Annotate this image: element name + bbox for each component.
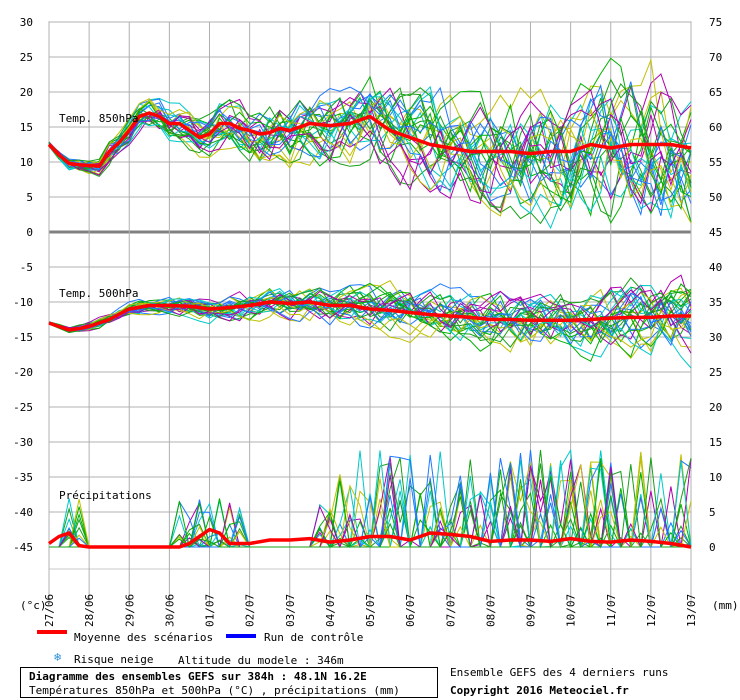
x-tick-label: 11/07 — [605, 594, 618, 627]
t850-panel-label: Temp. 850hPa — [59, 112, 138, 125]
x-tick-label: 02/07 — [244, 594, 257, 627]
right-tick-label: 70 — [709, 51, 722, 64]
x-tick-label: 09/07 — [525, 594, 538, 627]
left-tick-label: -5 — [20, 261, 33, 274]
left-tick-label: 0 — [26, 226, 33, 239]
x-tick-label: 08/07 — [484, 594, 497, 627]
x-tick-label: 10/07 — [565, 594, 578, 627]
copyright: Copyright 2016 Meteociel.fr — [450, 684, 629, 697]
x-tick-label: 13/07 — [685, 594, 698, 627]
ensemble-member-t850 — [48, 81, 692, 206]
right-tick-label: 15 — [709, 436, 722, 449]
x-tick-label: 12/07 — [645, 594, 658, 627]
x-tick-label: 01/07 — [204, 594, 217, 627]
left-tick-label: -20 — [13, 366, 33, 379]
right-tick-label: 20 — [709, 401, 722, 414]
left-tick-label: -35 — [13, 471, 33, 484]
left-tick-label: 30 — [20, 16, 33, 29]
right-tick-label: 65 — [709, 86, 722, 99]
right-tick-label: 55 — [709, 156, 722, 169]
x-tick-label: 27/06 — [43, 594, 56, 627]
ensemble-member-t500 — [48, 291, 692, 348]
left-tick-label: 20 — [20, 86, 33, 99]
right-tick-label: 45 — [709, 226, 722, 239]
left-tick-label: -40 — [13, 506, 33, 519]
x-tick-label: 03/07 — [284, 594, 297, 627]
x-tick-label: 30/06 — [163, 594, 176, 627]
ensemble-member-t500 — [48, 280, 692, 353]
footer-subtitle: Températures 850hPa et 500hPa (°C) , pré… — [29, 684, 400, 697]
legend-snow-label: Risque neige — [74, 653, 154, 666]
right-unit-label: (mm) — [712, 599, 739, 612]
legend-control-swatch — [226, 634, 256, 638]
x-tick-label: 04/07 — [324, 594, 337, 627]
right-tick-label: 0 — [709, 541, 716, 554]
left-unit-label: (°c) — [20, 599, 47, 612]
altitude-label: Altitude du modele : 346m — [178, 654, 344, 667]
mean-line-t850 — [47, 111, 692, 168]
left-tick-label: 15 — [20, 121, 33, 134]
right-tick-label: 5 — [709, 506, 716, 519]
right-tick-label: 40 — [709, 261, 722, 274]
legend-control-label: Run de contrôle — [264, 631, 364, 644]
t500-panel-label: Temp. 500hPa — [59, 287, 138, 300]
x-tick-label: 29/06 — [123, 594, 136, 627]
precip-panel-label: Précipitations — [59, 489, 152, 502]
snowflake-icon: ❄ — [54, 650, 62, 664]
x-tick-label: 06/07 — [404, 594, 417, 627]
left-tick-label: -30 — [13, 436, 33, 449]
mean-line-t500 — [48, 300, 691, 332]
left-tick-label: 10 — [20, 156, 33, 169]
chart-axes: 302520151050-5-10-15-20-25-30-35-40-4575… — [13, 16, 738, 627]
mean-series — [47, 111, 692, 549]
footer-title: Diagramme des ensembles GEFS sur 384h : … — [29, 670, 367, 683]
right-tick-label: 10 — [709, 471, 722, 484]
right-tick-label: 75 — [709, 16, 722, 29]
ensemble-note: Ensemble GEFS des 4 derniers runs — [450, 666, 669, 679]
left-tick-label: -45 — [13, 541, 33, 554]
ensemble-member-t850 — [48, 78, 692, 208]
right-tick-label: 60 — [709, 121, 722, 134]
left-tick-label: -10 — [13, 296, 33, 309]
left-tick-label: 5 — [26, 191, 33, 204]
x-tick-label: 05/07 — [364, 594, 377, 627]
legend-mean-swatch — [37, 630, 67, 634]
footer-box: Diagramme des ensembles GEFS sur 384h : … — [20, 667, 438, 698]
x-tick-label: 28/06 — [83, 594, 96, 627]
left-tick-label: -25 — [13, 401, 33, 414]
right-tick-label: 35 — [709, 296, 722, 309]
right-tick-label: 50 — [709, 191, 722, 204]
x-tick-label: 07/07 — [444, 594, 457, 627]
ensemble-member-t850 — [48, 92, 692, 215]
legend-mean-label: Moyenne des scénarios — [74, 631, 214, 644]
ensemble-member-t500 — [48, 287, 692, 348]
mean-line-precip — [47, 527, 692, 549]
right-tick-label: 25 — [709, 366, 722, 379]
left-tick-label: 25 — [20, 51, 33, 64]
right-tick-label: 30 — [709, 331, 722, 344]
left-tick-label: -15 — [13, 331, 33, 344]
